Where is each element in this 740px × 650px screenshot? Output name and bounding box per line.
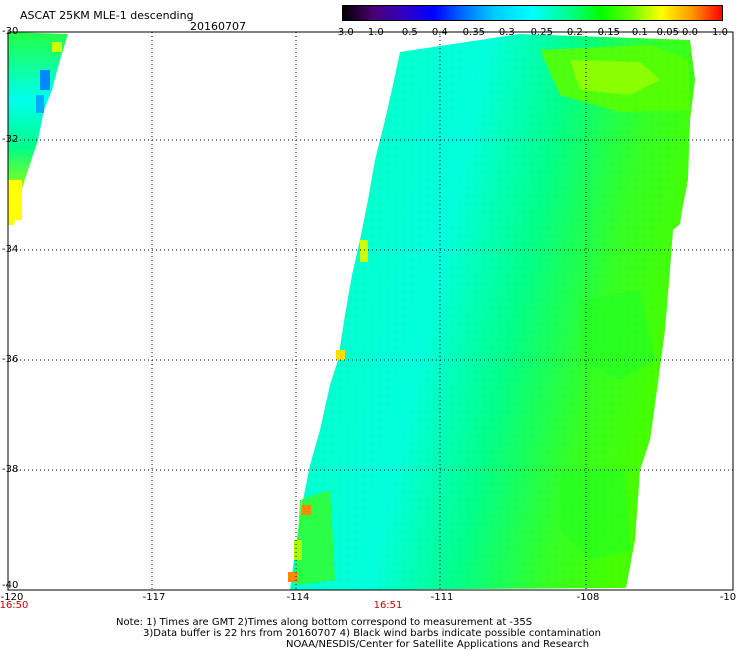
note-line-3: NOAA/NESDIS/Center for Satellite Applica… <box>286 639 590 650</box>
graticule <box>8 32 733 590</box>
note-line-2: 3)Data buffer is 22 hrs from 20160707 4)… <box>143 628 601 639</box>
left-swath <box>8 32 68 225</box>
lon-label: -108 <box>576 592 600 603</box>
time-label: 16:50 <box>0 600 29 611</box>
lat-label: -40 <box>2 580 19 591</box>
map-frame <box>7 31 734 591</box>
lat-label: -32 <box>2 134 19 145</box>
time-label: 16:51 <box>373 600 403 611</box>
main-swath <box>288 34 695 590</box>
lon-label: -120 <box>0 592 24 603</box>
note-line-1: Note: 1) Times are GMT 2)Times along bot… <box>116 617 533 628</box>
lat-label: -30 <box>2 26 19 37</box>
colorbar <box>342 5 723 21</box>
lon-label: -114 <box>286 592 310 603</box>
lon-label: -10 <box>719 592 737 603</box>
lat-label: -36 <box>2 354 19 365</box>
map-date: 20160707 <box>190 20 246 33</box>
lon-label: -111 <box>430 592 454 603</box>
lat-label: -34 <box>2 244 19 255</box>
lat-label: -38 <box>2 464 19 475</box>
lon-label: -117 <box>142 592 166 603</box>
map-title: ASCAT 25KM MLE-1 descending <box>20 9 194 22</box>
